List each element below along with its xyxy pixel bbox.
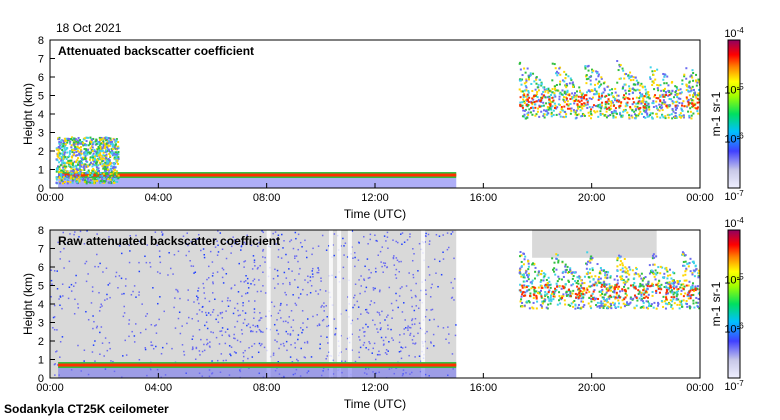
- y-tick-label: 8: [38, 35, 44, 47]
- colorbar-tick-label: 10-7: [724, 379, 744, 393]
- y-tick-label: 5: [38, 281, 44, 293]
- x-axis-label: Time (UTC): [344, 397, 406, 411]
- y-tick-label: 2: [38, 336, 44, 348]
- x-tick-label: 00:00: [686, 382, 714, 394]
- plot-area: [50, 230, 700, 378]
- colorbar-tick-label: 10-5: [724, 272, 744, 286]
- panel-title: Raw attenuated backscatter coefficient: [58, 234, 280, 248]
- y-tick-label: 2: [38, 146, 44, 158]
- x-tick-label: 00:00: [36, 192, 64, 204]
- x-tick-label: 04:00: [145, 382, 173, 394]
- y-tick-label: 6: [38, 72, 44, 84]
- y-tick-label: 5: [38, 91, 44, 103]
- colorbar: [727, 229, 741, 379]
- x-tick-label: 00:00: [686, 192, 714, 204]
- feature-upper-cloud: [518, 250, 700, 310]
- y-tick-label: 1: [38, 355, 44, 367]
- x-tick-label: 00:00: [36, 382, 64, 394]
- panel-title: Attenuated backscatter coefficient: [58, 44, 254, 58]
- y-tick-label: 0: [38, 183, 44, 195]
- colorbar-tick-label: 10-7: [724, 189, 744, 203]
- x-tick-label: 20:00: [578, 192, 606, 204]
- y-tick-label: 1: [38, 165, 44, 177]
- x-tick-label: 08:00: [253, 192, 281, 204]
- y-axis-label: Height (km): [21, 273, 35, 335]
- y-tick-label: 7: [38, 244, 44, 256]
- y-tick-label: 7: [38, 54, 44, 66]
- y-tick-label: 4: [38, 299, 44, 311]
- feature-noise: [50, 230, 657, 378]
- feature-upper-cloud: [518, 60, 700, 120]
- feature-boundary-layer: [58, 172, 457, 188]
- x-axis-label: Time (UTC): [344, 207, 406, 221]
- colorbar: [727, 39, 741, 189]
- colorbar-tick-label: 10-4: [724, 26, 744, 40]
- plot-area: [50, 40, 700, 188]
- panel-2: Raw attenuated backscatter coefficient00…: [21, 216, 744, 411]
- colorbar-unit-label: m-1 sr-1: [709, 91, 723, 136]
- y-axis-label: Height (km): [21, 83, 35, 145]
- x-tick-label: 12:00: [361, 382, 389, 394]
- y-tick-label: 3: [38, 318, 44, 330]
- x-tick-label: 20:00: [578, 382, 606, 394]
- colorbar-tick-label: 10-4: [724, 216, 744, 230]
- x-tick-label: 12:00: [361, 192, 389, 204]
- x-tick-label: 16:00: [470, 192, 498, 204]
- colorbar-tick-label: 10-6: [724, 132, 744, 146]
- x-tick-label: 08:00: [253, 382, 281, 394]
- y-tick-label: 0: [38, 373, 44, 385]
- date-label: 18 Oct 2021: [56, 21, 122, 35]
- instrument-label: Sodankyla CT25K ceilometer: [4, 402, 169, 416]
- x-tick-label: 16:00: [470, 382, 498, 394]
- y-tick-label: 4: [38, 109, 44, 121]
- y-tick-label: 8: [38, 225, 44, 237]
- colorbar-tick-label: 10-5: [724, 82, 744, 96]
- colorbar-tick-label: 10-6: [724, 322, 744, 336]
- feature-boundary-layer: [58, 362, 457, 378]
- feature-low-cloud: [55, 136, 120, 185]
- colorbar-unit-label: m-1 sr-1: [709, 281, 723, 326]
- y-tick-label: 3: [38, 128, 44, 140]
- x-tick-label: 04:00: [145, 192, 173, 204]
- y-tick-label: 6: [38, 262, 44, 274]
